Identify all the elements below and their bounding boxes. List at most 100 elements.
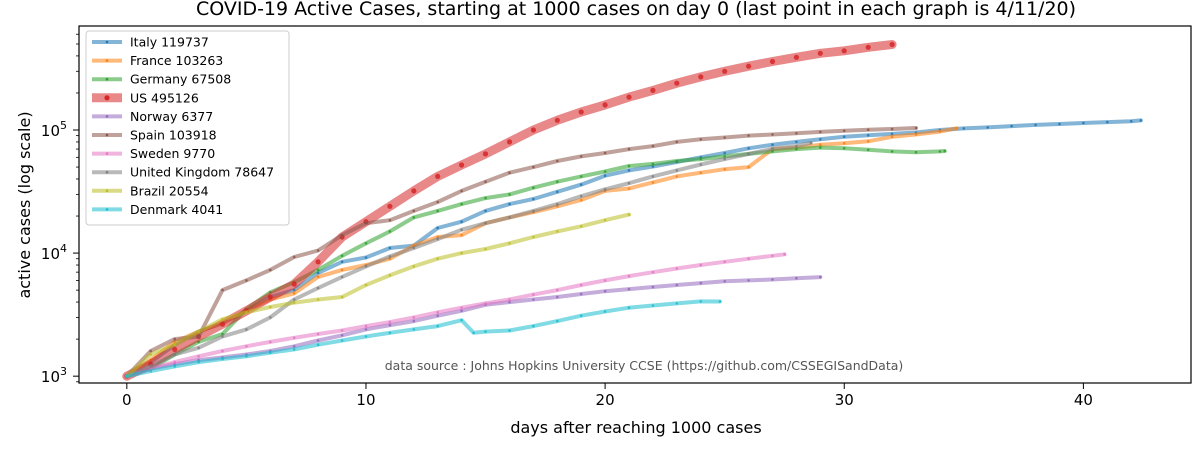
data-point-9-14 — [460, 318, 463, 322]
data-point-9-9 — [340, 339, 344, 342]
data-point-5-23 — [675, 140, 679, 144]
data-point-7-7 — [292, 298, 296, 301]
data-point-8-12 — [412, 265, 416, 268]
data-point-7-21 — [627, 181, 631, 185]
data-point-7-19 — [579, 194, 583, 198]
data-point-0-11 — [388, 246, 392, 250]
data-point-5-10 — [364, 221, 368, 225]
data-point-6-7 — [292, 336, 296, 340]
data-point-1-9 — [340, 268, 344, 272]
data-point-3-7 — [291, 281, 297, 287]
data-point-8-2 — [173, 343, 176, 347]
data-point-5-29 — [819, 130, 822, 134]
legend-label-9: Denmark 4041 — [130, 202, 223, 217]
data-point-9-6 — [269, 351, 272, 355]
data-point-4-21 — [627, 287, 631, 291]
data-point-0-19 — [579, 183, 583, 186]
data-point-3-13 — [435, 173, 441, 179]
data-point-9-22 — [627, 306, 631, 310]
data-point-7-9 — [340, 275, 344, 279]
legend-label-6: Sweden 9770 — [130, 146, 215, 161]
data-point-6-27 — [771, 254, 774, 258]
data-point-4-8 — [316, 339, 320, 342]
data-point-6-20 — [603, 279, 607, 282]
data-point-8-3 — [197, 330, 200, 333]
data-point-7-12 — [412, 246, 416, 250]
data-point-8-7 — [292, 301, 296, 305]
data-point-3-22 — [650, 87, 656, 93]
data-point-9-25 — [699, 300, 703, 303]
data-point-3-26 — [746, 63, 752, 69]
data-point-1-7 — [292, 292, 296, 295]
data-point-8-18 — [556, 230, 559, 233]
data-point-1-34 — [938, 130, 942, 133]
legend-marker-5 — [105, 133, 109, 137]
y-tick-label-1: 104 — [41, 242, 67, 263]
data-point-5-22 — [651, 144, 655, 148]
data-point-0-31 — [866, 134, 870, 137]
series-3 — [122, 40, 897, 381]
data-point-5-17 — [532, 165, 535, 169]
data-point-3-23 — [674, 80, 680, 86]
data-point-8-11 — [388, 274, 392, 277]
data-point-2-9 — [340, 254, 344, 258]
data-point-3-20 — [602, 102, 608, 108]
data-point-9-20 — [579, 314, 583, 318]
data-point-9-18 — [532, 324, 535, 328]
data-point-7-26 — [747, 152, 750, 156]
data-point-1-8 — [316, 275, 320, 279]
data-point-9-4 — [221, 357, 224, 361]
data-point-0-42 — [1129, 119, 1133, 123]
data-point-4-22 — [651, 285, 655, 289]
data-point-9-7 — [292, 348, 296, 351]
data-point-8-4 — [221, 318, 224, 321]
data-point-3-4 — [219, 321, 226, 327]
data-point-0-25 — [723, 151, 726, 155]
data-source-annotation: data source : Johns Hopkins University C… — [385, 358, 904, 373]
data-point-3-25 — [722, 68, 728, 74]
legend-marker-4 — [105, 115, 109, 118]
axes-layer: 0 10 20 30 40 103 104 105 — [41, 33, 1093, 409]
data-point-2-33 — [914, 150, 918, 154]
data-point-6-28 — [783, 253, 786, 256]
data-point-1-25 — [723, 167, 726, 171]
legend-marker-1 — [105, 59, 109, 62]
data-point-0-41 — [1106, 120, 1109, 124]
data-point-7-16 — [508, 216, 511, 219]
data-point-3-8 — [315, 259, 321, 265]
data-point-4-27 — [771, 278, 774, 281]
data-point-1-24 — [699, 171, 703, 174]
data-point-0-29 — [819, 138, 822, 141]
data-point-3-2 — [172, 346, 178, 352]
legend-box — [85, 30, 290, 226]
data-point-7-3 — [197, 346, 200, 350]
data-point-0-17 — [532, 197, 535, 201]
data-point-5-13 — [436, 200, 440, 204]
data-point-4-7 — [292, 345, 296, 348]
data-point-2-16 — [508, 193, 511, 196]
data-point-7-1 — [149, 365, 152, 368]
data-point-0-10 — [364, 256, 368, 259]
data-point-8-13 — [436, 257, 440, 261]
data-point-2-20 — [603, 170, 607, 173]
data-point-3-29 — [817, 50, 823, 56]
data-point-6-12 — [412, 316, 416, 319]
data-point-4-13 — [436, 314, 440, 318]
data-point-2-29 — [819, 146, 822, 149]
x-tick-label-4: 40 — [1074, 391, 1093, 409]
data-point-3-17 — [530, 127, 537, 133]
data-point-4-20 — [603, 289, 607, 293]
data-point-7-24 — [699, 163, 703, 166]
data-point-5-27 — [771, 133, 774, 136]
data-point-9-21 — [603, 310, 607, 313]
data-point-2-22 — [651, 162, 655, 166]
data-point-0-9 — [340, 260, 344, 264]
data-point-2-11 — [388, 230, 392, 233]
series-line-7 — [124, 140, 813, 379]
data-point-3-16 — [506, 139, 513, 145]
data-point-7-25 — [723, 157, 726, 161]
data-point-9-0 — [125, 374, 129, 378]
data-point-5-15 — [484, 180, 487, 183]
data-point-2-12 — [412, 216, 416, 219]
data-point-1-22 — [651, 181, 655, 184]
